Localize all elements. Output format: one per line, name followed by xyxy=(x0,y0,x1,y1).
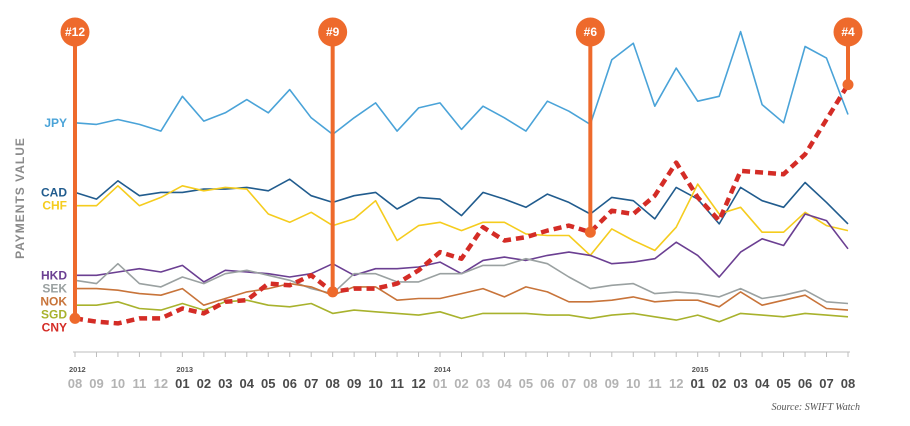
series-label-chf: CHF xyxy=(42,199,67,213)
series-line-cad xyxy=(74,178,849,225)
y-axis-label: PAYMENTS VALUE xyxy=(13,137,27,259)
rank-marker-dot xyxy=(69,312,81,324)
month-tick-label: 01 xyxy=(433,376,447,391)
month-tick-label: 12 xyxy=(154,376,168,391)
month-tick-label: 05 xyxy=(776,376,790,391)
month-tick-label: 07 xyxy=(304,376,318,391)
month-tick-label: 06 xyxy=(282,376,296,391)
month-tick-label: 11 xyxy=(648,376,662,391)
rank-marker-dot xyxy=(327,286,339,298)
series-line-hkd xyxy=(75,213,849,283)
series-label-sek: SEK xyxy=(42,281,67,295)
rank-marker-badge xyxy=(60,17,90,47)
rank-marker-badge xyxy=(833,17,863,47)
series-label-hkd: HKD xyxy=(41,268,67,282)
year-label: 2013 xyxy=(176,365,193,374)
month-tick-label: 04 xyxy=(497,376,512,391)
series-label-sgd: SGD xyxy=(41,307,67,321)
rank-marker-dot xyxy=(842,79,854,91)
source-note: Source: SWIFT Watch xyxy=(771,402,860,413)
month-tick-label: 03 xyxy=(476,376,490,391)
month-tick-label: 12 xyxy=(669,376,683,391)
month-tick-label: 11 xyxy=(133,376,147,391)
month-tick-label: 01 xyxy=(690,376,704,391)
month-tick-label: 05 xyxy=(519,376,533,391)
month-tick-label: 06 xyxy=(798,376,812,391)
series-label-cad: CAD xyxy=(41,185,67,199)
month-tick-label: 09 xyxy=(347,376,361,391)
month-tick-label: 04 xyxy=(755,376,770,391)
series-label-jpy: JPY xyxy=(44,116,67,130)
month-tick-label: 11 xyxy=(390,376,404,391)
month-tick-label: 02 xyxy=(712,376,726,391)
month-tick-label: 03 xyxy=(733,376,747,391)
month-tick-label: 08 xyxy=(583,376,597,391)
series-line-jpy xyxy=(74,30,849,136)
month-tick-label: 10 xyxy=(626,376,640,391)
year-label: 2015 xyxy=(692,365,709,374)
month-tick-label: 02 xyxy=(197,376,211,391)
month-tick-label: 10 xyxy=(111,376,125,391)
year-label: 2014 xyxy=(434,365,452,374)
series-label-nok: NOK xyxy=(40,294,67,308)
month-tick-label: 09 xyxy=(89,376,103,391)
series-line-cny xyxy=(74,83,850,326)
month-tick-label: 08 xyxy=(325,376,339,391)
month-tick-label: 08 xyxy=(841,376,855,391)
month-tick-label: 08 xyxy=(68,376,82,391)
series-line-sek xyxy=(74,257,849,305)
month-tick-label: 01 xyxy=(175,376,189,391)
month-tick-label: 03 xyxy=(218,376,232,391)
series-line-chf xyxy=(75,183,849,257)
month-tick-label: 05 xyxy=(261,376,275,391)
series-label-cny: CNY xyxy=(42,320,67,334)
rank-marker-badge xyxy=(575,17,605,47)
rank-marker-label: #4 xyxy=(841,25,855,39)
series-line-sgd xyxy=(75,299,849,323)
month-tick-label: 07 xyxy=(819,376,833,391)
rank-marker-label: #9 xyxy=(326,25,340,39)
rank-marker-badge xyxy=(318,17,348,47)
month-tick-label: 10 xyxy=(368,376,382,391)
month-tick-label: 04 xyxy=(240,376,255,391)
year-label: 2012 xyxy=(69,365,86,374)
month-tick-label: 09 xyxy=(605,376,619,391)
month-tick-label: 07 xyxy=(562,376,576,391)
series-line-nok xyxy=(75,282,849,311)
rank-marker-label: #12 xyxy=(65,25,85,39)
month-tick-label: 12 xyxy=(411,376,425,391)
month-tick-label: 02 xyxy=(454,376,468,391)
month-tick-label: 06 xyxy=(540,376,554,391)
rank-marker-dot xyxy=(584,226,596,238)
rank-marker-label: #6 xyxy=(584,25,598,39)
